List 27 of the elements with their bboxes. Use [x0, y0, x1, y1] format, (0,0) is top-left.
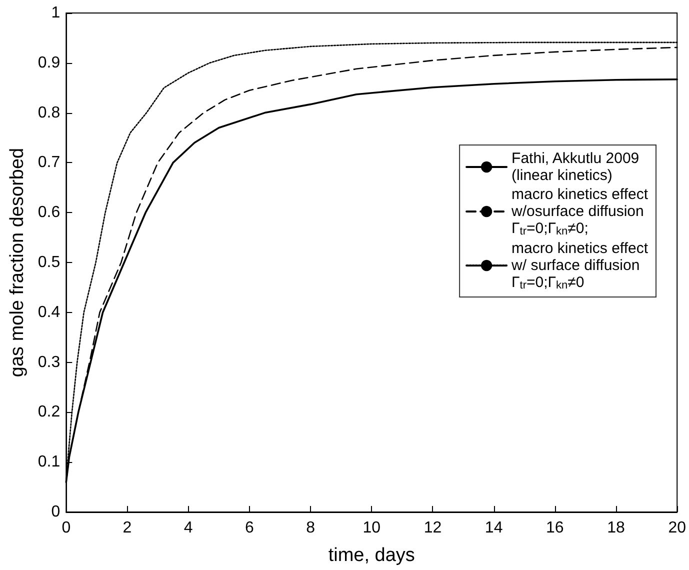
x-axis-title: time, days: [328, 545, 415, 566]
y-axis-title: gas mole fraction desorbed: [7, 148, 28, 378]
y-tick-label: 0.7: [38, 154, 60, 172]
legend-label: macro kinetics effect w/ surface diffusion Γtr=0;Γkn≠0: [510, 240, 649, 292]
y-tick-label: 0.9: [38, 54, 60, 72]
y-tick-label: 0.5: [38, 254, 60, 271]
x-tick-label: 12: [424, 520, 442, 536]
y-tick-label: 0.8: [38, 104, 60, 122]
x-tick-label: 2: [122, 520, 132, 536]
y-tick-label: 0.1: [38, 454, 60, 471]
x-tick-label: 20: [668, 520, 686, 536]
y-tick-label: 0: [51, 504, 60, 520]
x-tick-label: 0: [62, 520, 71, 536]
y-tick-label: 0.6: [38, 204, 60, 222]
x-tick-label: 10: [362, 520, 381, 536]
y-tick-label: 0.2: [38, 404, 60, 421]
x-tick-label: 6: [244, 520, 254, 536]
legend-label: macro kinetics effect w/osurface diffusion Γtr=0;Γkn≠0;: [510, 186, 649, 238]
legend-label: Fathi, Akkutlu 2009 (linear kinetics): [512, 150, 640, 184]
x-tick-label: 14: [484, 520, 503, 536]
y-tick-label: 1: [51, 4, 60, 22]
x-tick-label: 4: [184, 520, 193, 536]
y-tick-label: 0.4: [38, 304, 60, 321]
x-tick-label: 8: [306, 520, 316, 536]
x-tick-label: 18: [607, 520, 626, 536]
x-tick-label: 16: [546, 520, 564, 536]
y-tick-label: 0.3: [38, 354, 60, 371]
